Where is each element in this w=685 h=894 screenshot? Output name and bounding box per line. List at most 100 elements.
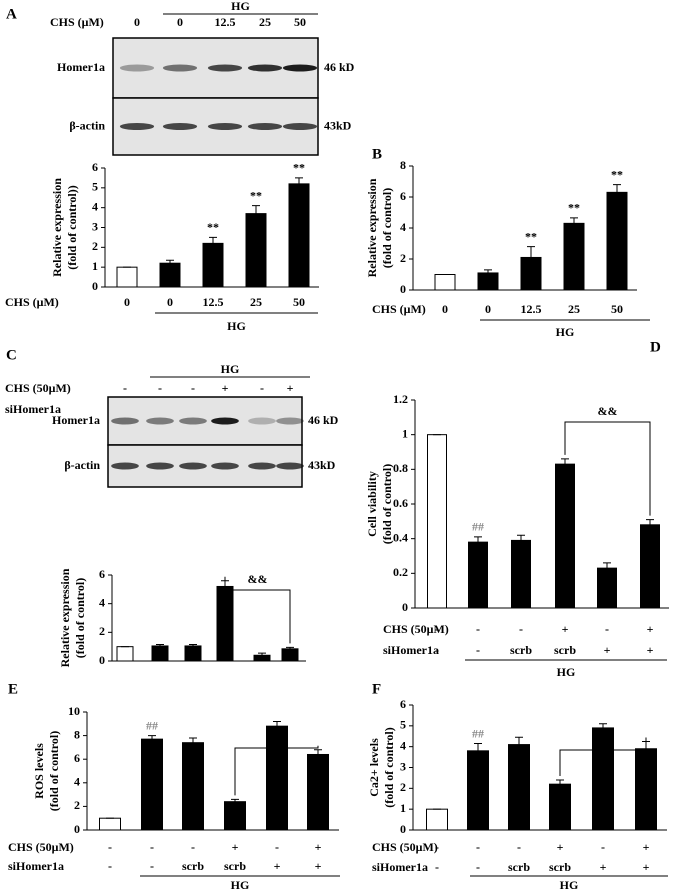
y-tick-label: 0.4 (393, 530, 408, 544)
x-tick-label: 25 (250, 295, 262, 309)
panel-label: C (6, 347, 17, 363)
x-tick-label: 0 (167, 295, 173, 309)
group-label: HG (227, 319, 246, 333)
x-tick-label: - (435, 643, 439, 657)
x-tick-label: scrb (182, 859, 204, 873)
x-tick-label: - (108, 840, 112, 854)
blot-lane-label: 50 (294, 15, 306, 29)
row-name: CHS (50μM) (8, 840, 74, 854)
y-tick-label: 2 (92, 239, 98, 253)
y-tick-label: 3 (92, 219, 98, 233)
x-tick-label: + (274, 859, 281, 873)
significance-mark: ## (472, 520, 484, 534)
x-tick-label: + (557, 840, 564, 854)
x-tick-label: - (435, 860, 439, 874)
y-tick-label: 1.2 (393, 392, 408, 406)
bracket-label: && (598, 404, 618, 418)
bar (477, 272, 499, 291)
significance-mark: ## (146, 718, 158, 732)
y-tick-label: 1 (400, 801, 406, 815)
y-tick-label: 5 (92, 180, 98, 194)
y-axis-label: Ca2+ levels (367, 738, 381, 797)
x-tick-label: 0 (124, 295, 130, 309)
row-name: CHS (50μM) (383, 622, 449, 636)
y-tick-label: 5 (400, 718, 406, 732)
bar (202, 242, 224, 288)
bar (426, 808, 448, 831)
y-tick-label: 4 (74, 775, 80, 789)
error-bar (515, 736, 523, 745)
blot-lane-label: 25 (259, 15, 271, 29)
x-tick-label: + (643, 840, 650, 854)
row-name: CHS (μM) (5, 295, 59, 309)
error-bar (314, 749, 322, 755)
x-tick-label: + (647, 643, 654, 657)
y-tick-label: 0.2 (393, 565, 408, 579)
x-tick-label: - (150, 859, 154, 873)
significance-mark: ## (472, 726, 484, 740)
error-bar (148, 735, 156, 740)
blot-lane-label: - (191, 381, 195, 395)
bar (159, 262, 181, 288)
bar (307, 753, 329, 831)
y-tick-label: 6 (400, 697, 406, 711)
blot-lane-label: - (158, 381, 162, 395)
x-tick-label: - (476, 643, 480, 657)
blot-lane-label: - (260, 381, 264, 395)
bracket (224, 576, 291, 644)
band-name: β-actin (64, 458, 100, 472)
blot-band (282, 64, 318, 72)
bracket (234, 745, 319, 796)
blot-band (211, 462, 239, 470)
blot-lane-label: + (287, 381, 294, 395)
row-name: CHS (50μM) (372, 840, 438, 854)
x-tick-label: scrb (508, 860, 530, 874)
y-tick-label: 10 (68, 704, 80, 718)
error-bar (252, 205, 260, 214)
error-bar (474, 743, 482, 751)
bar (116, 266, 138, 288)
bar (563, 222, 585, 291)
bar (508, 744, 530, 831)
bracket-label: && (267, 730, 287, 744)
x-tick-label: - (476, 622, 480, 636)
y-axis-label: (fold of control) (382, 727, 396, 807)
blot-band (211, 417, 239, 425)
y-axis-label: Relative expression (50, 178, 64, 277)
blot-band (146, 462, 174, 470)
bar (555, 463, 575, 609)
y-tick-label: 2 (400, 251, 406, 265)
bar (288, 183, 310, 288)
panel-label: B (372, 146, 382, 162)
x-tick-label: 0 (485, 302, 491, 316)
bracket-label: && (248, 572, 268, 586)
y-axis-label: Relative expression (365, 178, 379, 277)
bar (434, 274, 456, 291)
blot-lane-label: - (123, 381, 127, 395)
blot-band (207, 64, 243, 72)
error-bar (561, 458, 569, 465)
blot-lane-label: + (222, 381, 229, 395)
x-tick-label: 0 (442, 302, 448, 316)
error-bar (613, 184, 621, 193)
band-size: 43kD (324, 118, 352, 132)
bar (549, 783, 571, 831)
x-tick-label: scrb (510, 643, 532, 657)
y-tick-label: 1 (402, 426, 408, 440)
blot-lane-label: 0 (134, 15, 140, 29)
row-name: siHomer1a (383, 643, 439, 657)
bar (253, 654, 271, 662)
band-name: β-actin (69, 118, 105, 132)
bar (245, 213, 267, 288)
bracket-label: && (593, 732, 613, 746)
blot-band (276, 417, 304, 425)
blot-band (179, 462, 207, 470)
blot-row-name: CHS (50μM) (5, 381, 71, 395)
panel-label: D (650, 339, 661, 355)
x-tick-label: - (275, 840, 279, 854)
significance-mark: ** (250, 188, 262, 202)
y-tick-label: 2 (99, 624, 105, 638)
x-tick-label: 12.5 (521, 302, 542, 316)
x-tick-label: - (476, 840, 480, 854)
